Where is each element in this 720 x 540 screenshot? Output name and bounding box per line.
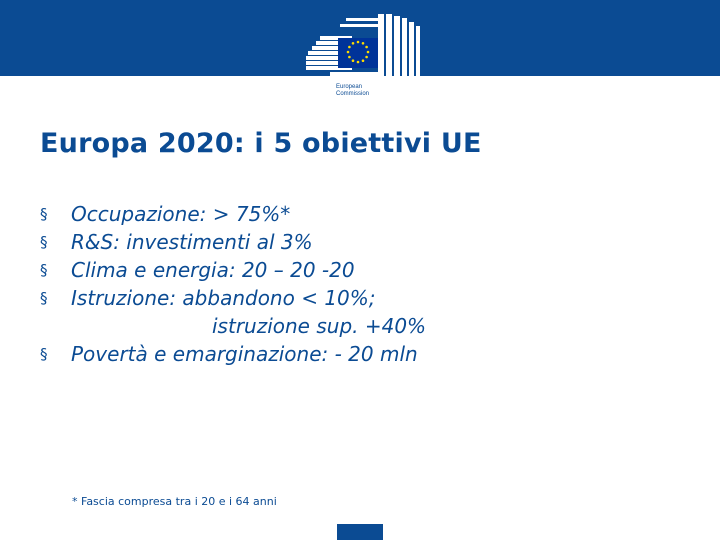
logo-text: European Commission <box>336 84 369 98</box>
bullet-marker: § <box>40 205 48 223</box>
european-commission-logo: European Commission <box>300 10 430 108</box>
bullet-text-clima: Clima e energia: 20 – 20 -20 <box>71 258 355 282</box>
bullet-marker: § <box>40 233 48 251</box>
bullet-marker: § <box>40 289 48 307</box>
berlaymont-building-icon <box>306 14 420 76</box>
logo-text-line2: Commission <box>336 91 370 97</box>
bullet-list: § Occupazione: > 75%* § R&S: investiment… <box>40 200 700 368</box>
bullet-marker: § <box>40 261 48 279</box>
slide-title: Europa 2020: i 5 obiettivi UE <box>40 128 482 159</box>
logo-text-box <box>330 72 384 108</box>
footer-accent-bar <box>337 524 383 540</box>
bullet-item: § Istruzione: abbandono < 10%; <box>40 284 700 312</box>
bullet-item: § Clima e energia: 20 – 20 -20 <box>40 256 700 284</box>
bullet-text-occupazione: Occupazione: > 75%* <box>71 202 291 226</box>
bullet-marker: § <box>40 345 48 363</box>
bullet-text-poverta: Povertà e emarginazione: - 20 mln <box>71 342 418 366</box>
bullet-item: § Povertà e emarginazione: - 20 mln <box>40 340 700 368</box>
bullet-text-istruzione: Istruzione: abbandono < 10%; <box>71 286 376 310</box>
logo-text-line1: European <box>336 84 363 90</box>
footnote: * Fascia compresa tra i 20 e i 64 anni <box>72 495 277 508</box>
bullet-continuation: istruzione sup. +40% <box>40 312 700 340</box>
bullet-item: § Occupazione: > 75%* <box>40 200 700 228</box>
bullet-text-istruzione-sup: istruzione sup. +40% <box>212 314 427 338</box>
bullet-text-ricerca: R&S: investimenti al 3% <box>71 230 313 254</box>
bullet-item: § R&S: investimenti al 3% <box>40 228 700 256</box>
